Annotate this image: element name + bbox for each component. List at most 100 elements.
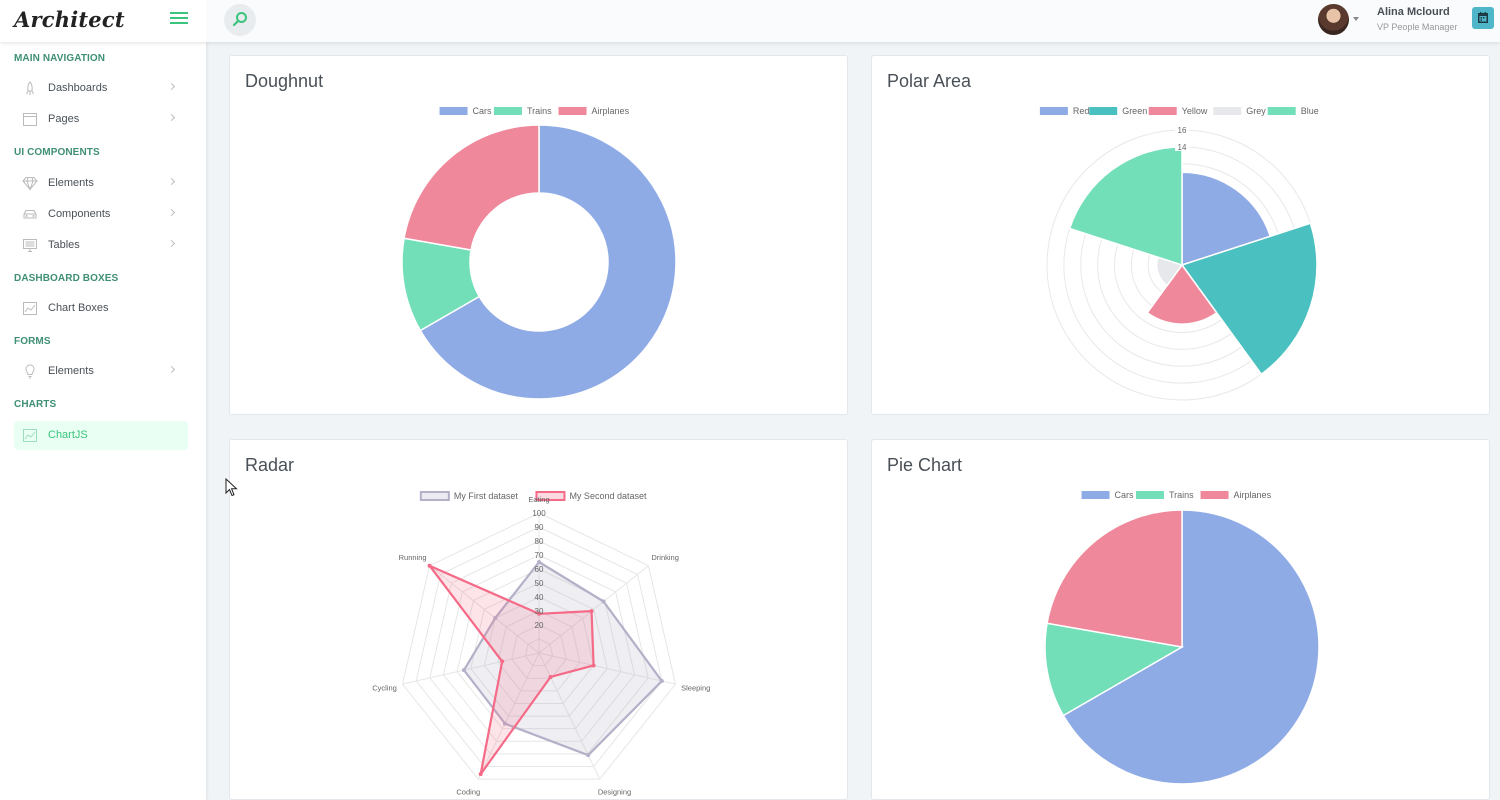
logo-area: Architect	[0, 0, 206, 42]
legend-label: Blue	[1301, 106, 1319, 116]
legend-item-airplanes: Airplanes	[1200, 490, 1272, 500]
legend-swatch	[1135, 491, 1164, 499]
legend-label: Yellow	[1182, 106, 1208, 116]
sidebar-item-label: Tables	[48, 239, 80, 251]
calendar-button[interactable]	[1472, 7, 1494, 29]
legend-label: My First dataset	[454, 491, 519, 501]
legend-swatch	[1039, 107, 1068, 115]
sidebar-item-label: Elements	[48, 365, 94, 377]
user-avatar[interactable]	[1318, 4, 1349, 35]
legend-label: Cars	[473, 106, 493, 116]
legend-item-grey: Grey	[1213, 106, 1266, 116]
radar-axis-label-running: Running	[399, 553, 427, 562]
sidebar-item-pages[interactable]: Pages	[14, 105, 188, 134]
radar-point	[591, 663, 596, 668]
radar-point	[502, 721, 507, 726]
card-title: Pie Chart	[887, 455, 963, 475]
legend-swatch	[1089, 107, 1118, 115]
radar-chart[interactable]: My First dataset My Second dataset 20 30 40 5…	[230, 440, 849, 800]
rocket-icon	[26, 81, 34, 95]
legend-label: Trains	[527, 106, 552, 116]
hamburger-menu-icon[interactable]	[170, 12, 188, 26]
slice-trains	[1044, 622, 1185, 717]
car-icon	[23, 210, 37, 219]
radar-series-my-first-dataset	[462, 560, 663, 757]
radar-spoke	[538, 652, 601, 780]
legend-label: Airplanes	[592, 106, 630, 116]
sidebar-item-tables[interactable]: Tables	[14, 231, 188, 260]
radar-tick-label: 40	[535, 593, 544, 602]
radar-tick-label: 80	[535, 537, 544, 546]
sidebar-item-dashboards[interactable]: Dashboards	[14, 74, 188, 103]
user-menu-caret-icon[interactable]	[1353, 17, 1359, 21]
radar-grid-ring	[401, 512, 677, 780]
legend-item-red: Red	[1039, 106, 1089, 116]
slice-airplanes	[1046, 509, 1183, 648]
polar-tick-backdrop	[1175, 125, 1189, 134]
radar-tick-label: 20	[535, 621, 544, 630]
pie-chart[interactable]: Cars Trains Airplanes	[872, 440, 1491, 800]
radar-grid-ring	[497, 610, 581, 692]
radar-grid-ring	[415, 526, 663, 768]
doughnut-card: Doughnut Cars Trains Airplanes	[229, 55, 848, 415]
radar-grid-ring	[524, 638, 554, 667]
radar-point	[427, 563, 432, 568]
search-button[interactable]	[224, 4, 256, 36]
card-title: Radar	[245, 455, 295, 475]
chevron-right-icon	[167, 208, 176, 217]
polar-area-chart[interactable]: Red Green Yellow Grey Blue 16 14	[872, 56, 1491, 416]
sidebar-item-chartjs[interactable]: ChartJS	[14, 421, 188, 450]
legend-swatch	[535, 491, 566, 501]
radar-tick-label: 70	[535, 551, 544, 560]
radar-card: Radar My First dataset My Second dataset 2…	[229, 439, 848, 800]
polar-area-card: Polar Area Red Green Yellow Grey Blue 16 14	[871, 55, 1490, 415]
legend-swatch	[439, 107, 468, 115]
sidebar-item-elements[interactable]: Elements	[14, 169, 188, 198]
radar-point	[537, 560, 541, 564]
legend-item-green: Green	[1089, 106, 1147, 116]
light-bulb-icon	[25, 364, 35, 379]
legend-item-airplanes: Airplanes	[558, 106, 630, 116]
sidebar: MAIN NAVIGATION Dashboards Pages UI COMP…	[0, 42, 206, 800]
radar-point	[461, 668, 466, 673]
legend-item-cars: Cars	[439, 106, 493, 116]
chevron-right-icon	[167, 365, 176, 374]
radar-spoke	[402, 652, 540, 685]
radar-grid-ring	[456, 568, 622, 730]
polar-segment-blue	[1068, 146, 1183, 267]
card-title: Polar Area	[887, 71, 972, 91]
radar-point	[589, 609, 594, 614]
sidebar-item-form-elements[interactable]: Elements	[14, 357, 188, 386]
radar-point	[478, 772, 483, 777]
legend-label: Green	[1122, 106, 1147, 116]
radar-grid-ring	[483, 596, 595, 704]
chevron-right-icon	[167, 82, 176, 91]
sidebar-item-chart-boxes[interactable]: Chart Boxes	[14, 294, 188, 323]
radar-axis-label-coding: Coding	[456, 788, 480, 797]
radar-grid-ring	[470, 582, 608, 717]
chevron-right-icon	[167, 239, 176, 248]
legend-swatch	[493, 107, 522, 115]
legend-swatch	[1148, 107, 1177, 115]
legend-item-yellow: Yellow	[1148, 106, 1208, 116]
sidebar-item-label: Pages	[48, 113, 80, 125]
slice-cars	[419, 124, 677, 400]
radar-axis-label-drinking: Drinking	[651, 553, 679, 562]
doughnut-chart[interactable]: Cars Trains Airplanes	[230, 56, 849, 416]
polar-tick-label: 16	[1178, 126, 1187, 135]
slice-cars	[1062, 509, 1320, 785]
polar-tick-backdrop	[1175, 141, 1189, 151]
legend-label: Trains	[1169, 490, 1194, 500]
mouse-cursor-icon	[225, 478, 238, 497]
nav-heading-forms: FORMS	[14, 336, 51, 347]
radar-axis-label-cycling: Cycling	[372, 683, 397, 692]
legend-swatch	[1267, 107, 1296, 115]
app-logo[interactable]: Architect	[14, 7, 125, 32]
calendar-icon	[1478, 12, 1488, 23]
radar-spoke	[538, 652, 676, 685]
radar-spoke	[477, 652, 540, 780]
graph-icon	[23, 302, 37, 315]
radar-spoke	[538, 565, 649, 654]
sidebar-item-components[interactable]: Components	[14, 200, 188, 229]
radar-point	[601, 599, 606, 604]
